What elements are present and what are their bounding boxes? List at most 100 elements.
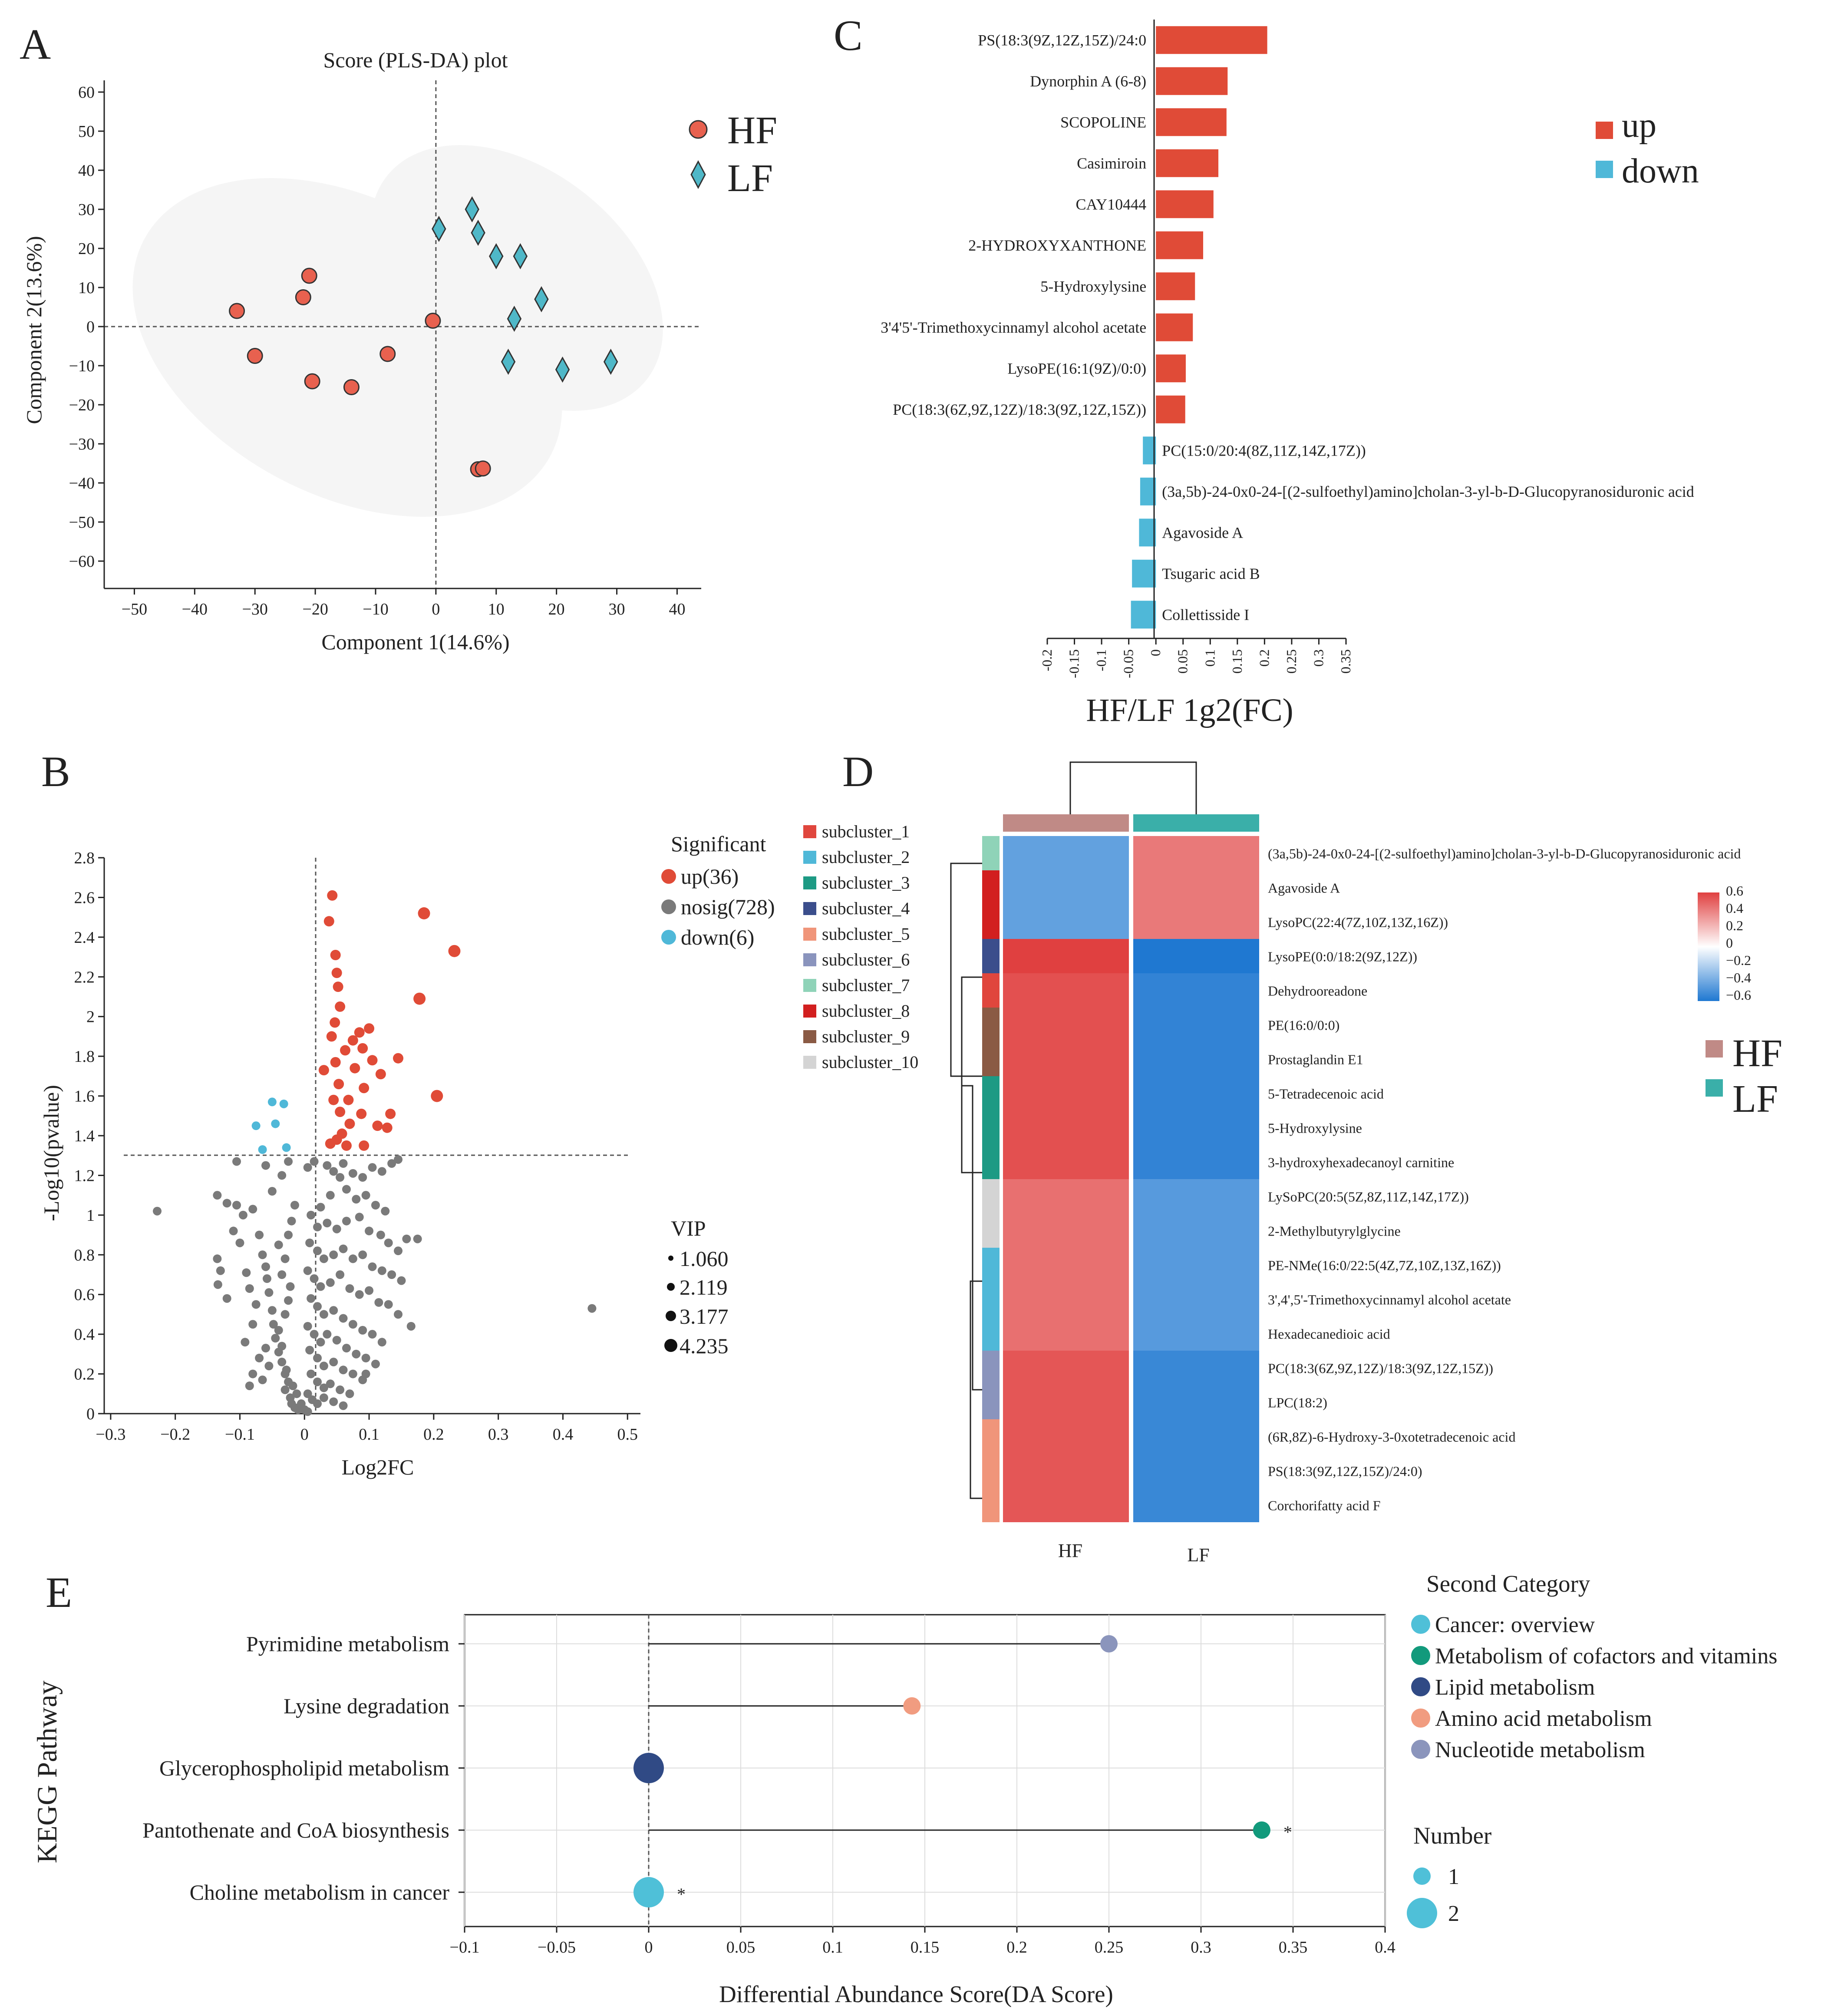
point-nosig	[213, 1191, 222, 1200]
heatmap-cell	[1003, 870, 1129, 905]
point-nosig	[305, 1345, 314, 1355]
point-up	[327, 890, 338, 901]
point-nosig	[355, 1290, 364, 1299]
point-hf	[229, 303, 245, 319]
point-up	[335, 1001, 346, 1012]
bar-up	[1156, 67, 1228, 95]
bar-up	[1156, 395, 1185, 423]
point-nosig	[384, 1238, 393, 1247]
subcluster-legend-label: subcluster_9	[822, 1027, 910, 1046]
y-tick-label: 10	[78, 279, 95, 297]
point-nosig	[374, 1298, 383, 1307]
point-nosig	[358, 1326, 367, 1335]
x-tick-label: 0	[432, 600, 440, 618]
bar-label: PC(18:3(6Z,9Z,12Z)/18:3(9Z,12Z,15Z))	[893, 401, 1146, 418]
y-axis-label: KEGG Pathway	[32, 1680, 63, 1863]
size-legend-marker-4	[664, 1339, 677, 1352]
point-nosig	[339, 1244, 348, 1253]
heatmap-cell	[1003, 1008, 1129, 1042]
bar-label: 2-HYDROXYXANTHONE	[968, 237, 1146, 254]
point-nosig	[361, 1354, 370, 1362]
x-tick-label: 0.2	[1256, 649, 1272, 667]
point-down	[267, 1097, 277, 1107]
x-tick-label: 0.15	[911, 1938, 940, 1957]
pathway-label: Glycerophospholipid metabolism	[159, 1756, 449, 1780]
x-tick-label: 0.2	[423, 1425, 444, 1444]
fold-change-bar-chart: PS(18:3(9Z,12Z,15Z)/24:0 Dynorphin A (6-8…	[881, 20, 1699, 728]
point-nosig	[313, 1223, 322, 1232]
point-nosig	[402, 1234, 411, 1243]
heatmap-cell	[1133, 1385, 1259, 1419]
row-cluster-annotation	[982, 1454, 1000, 1488]
point-nosig	[269, 1320, 278, 1329]
point-down	[282, 1143, 291, 1152]
point-nosig	[264, 1288, 274, 1297]
point-nosig	[355, 1213, 364, 1222]
point-nosig	[303, 1322, 312, 1331]
heatmap-cell	[1003, 1316, 1129, 1351]
row-cluster-annotation	[982, 1008, 1000, 1042]
x-tick-label: 0.1	[1202, 649, 1217, 667]
point-nosig	[406, 1322, 416, 1331]
lollipop-head	[903, 1697, 921, 1715]
point-down	[271, 1119, 280, 1128]
legend-marker-up	[661, 869, 676, 884]
point-nosig	[292, 1389, 301, 1398]
point-nosig	[329, 1250, 338, 1259]
subcluster-legend-label: subcluster_7	[822, 975, 910, 995]
heatmap-cell	[1003, 1076, 1129, 1110]
lf-confidence-ellipse	[370, 145, 663, 411]
point-up	[375, 1069, 386, 1080]
row-dendrogram-branch	[950, 863, 982, 1077]
row-cluster-annotation	[982, 939, 1000, 973]
pls-da-score-plot: −50 −40 −30 −20 −10 0 10 20 30 40 −60 −50 −40 −30 −20 −…	[22, 48, 777, 654]
x-tick-label: −40	[182, 600, 208, 618]
point-nosig	[348, 1169, 357, 1178]
point-nosig	[316, 1203, 325, 1212]
point-nosig	[282, 1365, 291, 1375]
point-up	[359, 1140, 369, 1151]
row-label: Agavoside A	[1268, 880, 1340, 896]
point-nosig	[358, 1173, 367, 1182]
point-nosig	[222, 1294, 231, 1303]
point-up	[393, 1053, 404, 1064]
bar-label: Agavoside A	[1162, 524, 1243, 541]
significance-mark: *	[1283, 1822, 1292, 1842]
point-nosig	[365, 1286, 374, 1295]
point-up	[418, 907, 430, 919]
size-legend-marker-3	[666, 1311, 676, 1321]
column-dendrogram	[1069, 761, 1197, 814]
heatmap-cell	[1003, 1351, 1129, 1385]
point-nosig	[394, 1310, 403, 1319]
panel-label-e: E	[46, 1568, 72, 1616]
colorbar	[1698, 892, 1719, 1001]
point-nosig	[277, 1270, 287, 1279]
point-nosig	[397, 1276, 406, 1285]
heatmap-cell	[1003, 973, 1129, 1008]
size-legend-marker-1	[1413, 1867, 1431, 1885]
point-lf	[501, 348, 516, 375]
x-tick-label: 20	[548, 600, 565, 618]
bar-label: (3a,5b)-24-0x0-24-[(2-sulfoethyl)amino]c…	[1162, 483, 1694, 500]
point-nosig	[316, 1282, 325, 1291]
y-axis-label: -Log10(pvalue)	[39, 1085, 63, 1221]
point-nosig	[352, 1349, 361, 1358]
point-nosig	[284, 1230, 293, 1239]
column-label-lf: LF	[1187, 1544, 1209, 1566]
group-legend-label-lf: LF	[1732, 1077, 1778, 1120]
x-tick-label: 0.3	[1310, 649, 1326, 667]
row-cluster-annotation	[982, 1110, 1000, 1145]
bar-up	[1156, 108, 1227, 136]
y-tick-label: 0.4	[74, 1325, 95, 1344]
panel-label-d: D	[842, 747, 874, 796]
point-hf	[247, 348, 263, 364]
x-tick-label: 0	[1148, 649, 1163, 656]
point-up	[326, 1031, 337, 1042]
lollipop-head	[1100, 1635, 1118, 1652]
point-nosig	[303, 1163, 312, 1172]
heatmap-cell	[1133, 1488, 1259, 1522]
point-nosig	[313, 1377, 322, 1386]
point-nosig	[345, 1389, 354, 1398]
point-nosig	[323, 1219, 332, 1228]
x-tick-label: −30	[242, 600, 268, 618]
